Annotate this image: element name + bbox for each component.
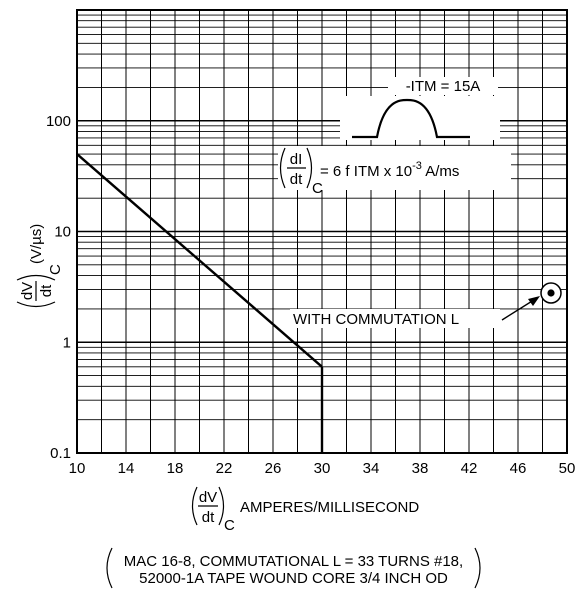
formula-num: dI	[290, 151, 303, 168]
commutation-label: WITH COMMUTATION L	[293, 311, 459, 328]
xlabel-paren-left	[191, 486, 198, 526]
xlabel-text: AMPERES/MILLISECOND	[240, 499, 419, 516]
x-tick-label: 22	[216, 460, 233, 477]
y-tick-label: 100	[46, 113, 71, 130]
formula-text: = 6 f ITM x 10-3 A/ms	[320, 160, 459, 180]
ylabel-units: (V/µs)	[28, 224, 45, 264]
x-tick-label: 34	[363, 460, 380, 477]
xlabel-paren-right	[218, 486, 225, 526]
x-tick-label: 10	[69, 460, 86, 477]
caption-line-1: MAC 16-8, COMMUTATIONAL L = 33 TURNS #18…	[123, 553, 464, 570]
y-axis-label: dV dt C (V/µs)	[16, 224, 64, 308]
caption-paren-left	[106, 547, 113, 589]
ylabel-subscript: C	[47, 264, 64, 275]
formula-paren-right	[306, 147, 313, 189]
x-tick-label: 26	[265, 460, 282, 477]
formula-unit: A/ms	[422, 163, 460, 180]
xlabel-num: dV	[199, 489, 217, 506]
y-tick-label: 10	[54, 224, 71, 241]
formula-exponent: -3	[412, 160, 422, 172]
commutation-mask	[290, 309, 500, 328]
x-tick-label: 18	[167, 460, 184, 477]
xlabel-den: dt	[202, 509, 215, 526]
ylabel-paren-left	[16, 301, 56, 308]
itm-label-mask	[388, 77, 498, 95]
y-tick-label: 0.1	[50, 445, 71, 462]
caption-line-2: 52000-1A TAPE WOUND CORE 3/4 INCH OD	[139, 570, 448, 587]
x-tick-label: 30	[314, 460, 331, 477]
commutation-marker-dot	[547, 289, 555, 297]
itm-annotation: -ITM = 15A	[340, 77, 500, 140]
formula-annotation: dI dt C = 6 f ITM x 10-3 A/ms	[278, 146, 511, 197]
ylabel-den: dt	[38, 284, 55, 297]
ylabel-paren-right	[16, 274, 56, 281]
commutation-annotation: WITH COMMUTATION L	[290, 282, 562, 328]
itm-label: -ITM = 15A	[406, 78, 481, 95]
x-tick-label: 46	[510, 460, 527, 477]
formula-subscript: C	[312, 180, 323, 197]
pulse-waveform	[352, 98, 470, 139]
x-axis-label: dV dt C AMPERES/MILLISECOND	[191, 486, 419, 534]
y-tick-labels: 0.1 1 10 100	[46, 113, 71, 462]
y-tick-label: 1	[63, 334, 71, 351]
commutation-arrowhead	[528, 296, 540, 306]
x-tick-label: 14	[118, 460, 135, 477]
formula-mask	[278, 146, 511, 190]
x-tick-labels: 10 14 18 22 26 30 34 38 42 46 50	[69, 460, 576, 477]
series-layer	[76, 153, 324, 453]
formula-den: dt	[290, 171, 303, 188]
x-tick-label: 38	[412, 460, 429, 477]
formula-paren-left	[279, 147, 286, 189]
xlabel-subscript: C	[224, 517, 235, 534]
series-line	[76, 153, 323, 368]
x-tick-label: 42	[461, 460, 478, 477]
formula-main: = 6 f ITM x 10	[320, 163, 412, 180]
caption-paren-right	[474, 547, 481, 589]
ylabel-num: dV	[19, 282, 36, 300]
x-tick-label: 50	[559, 460, 576, 477]
